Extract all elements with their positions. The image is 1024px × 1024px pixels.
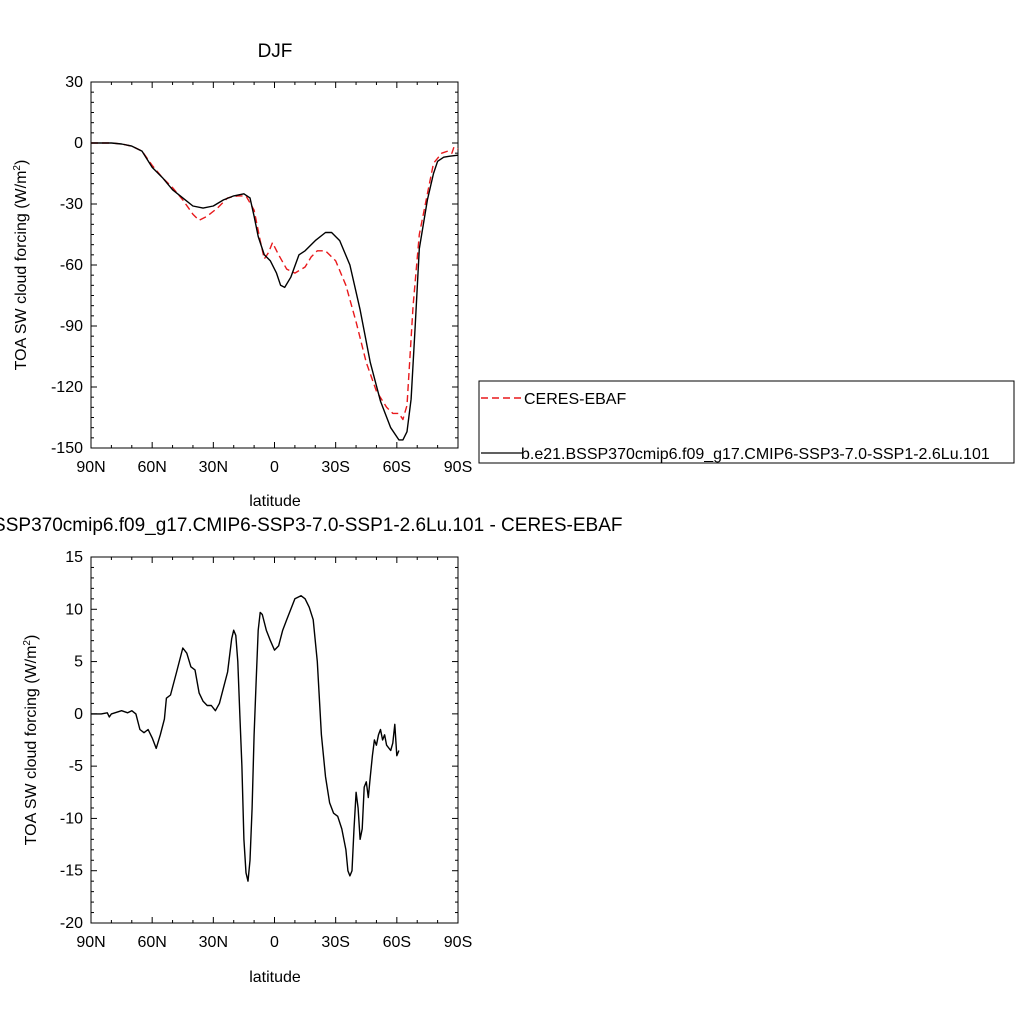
top-panel-series bbox=[91, 142, 459, 441]
bottom-panel-plot-frame bbox=[90, 556, 459, 924]
top-panel-y-axis-label-close: ) bbox=[13, 160, 30, 165]
legend: CERES-EBAF b.e21.BSSP370cmip6.f09_g17.CM… bbox=[478, 380, 1015, 464]
y-tick-label: -90 bbox=[60, 318, 83, 335]
y-tick-label: 10 bbox=[65, 601, 83, 618]
top-panel-y-tick-labels: 30 0 -30 -60 -90 -120 -150 bbox=[51, 74, 83, 457]
bottom-panel: b.e21.BSSP370cmip6.f09_g17.CMIP6-SSP3-7.… bbox=[0, 515, 622, 986]
x-tick-label: 90N bbox=[76, 934, 105, 951]
legend-box bbox=[478, 380, 1015, 464]
y-tick-label: 15 bbox=[65, 549, 83, 566]
x-tick-label: 90S bbox=[444, 459, 472, 476]
bottom-panel-title: b.e21.BSSP370cmip6.f09_g17.CMIP6-SSP3-7.… bbox=[0, 515, 622, 536]
top-panel-x-axis-label: latitude bbox=[249, 493, 301, 510]
bottom-panel-ticks bbox=[90, 556, 459, 924]
x-tick-label: 30S bbox=[321, 934, 349, 951]
x-tick-label: 60N bbox=[137, 934, 166, 951]
x-tick-label: 90S bbox=[444, 934, 472, 951]
bottom-panel-x-tick-labels: 90N 60N 30N 0 30S 60S 90S bbox=[76, 934, 472, 951]
y-tick-label: 0 bbox=[74, 706, 83, 723]
x-tick-label: 90N bbox=[76, 459, 105, 476]
bottom-panel-series bbox=[91, 595, 400, 882]
y-tick-label: -5 bbox=[69, 758, 83, 775]
bottom-panel-y-axis-label-sup: 2 bbox=[22, 640, 33, 646]
top-panel-x-tick-labels: 90N 60N 30N 0 30S 60S 90S bbox=[76, 459, 472, 476]
top-panel-y-axis-label: TOA SW cloud forcing (W/m2) bbox=[12, 160, 30, 371]
y-tick-label: -60 bbox=[60, 257, 83, 274]
x-tick-label: 30S bbox=[321, 459, 349, 476]
top-panel: DJF 90N 60N 30N 0 30S 60S 90S 30 0 -30 -60 -90 -120… bbox=[12, 41, 472, 510]
top-panel-ticks bbox=[90, 81, 459, 449]
y-tick-label: 0 bbox=[74, 135, 83, 152]
y-tick-label: -30 bbox=[60, 196, 83, 213]
top-panel-plot-frame bbox=[90, 81, 459, 449]
bottom-panel-y-axis-label-main: TOA SW cloud forcing (W/m bbox=[23, 646, 40, 846]
y-tick-label: -10 bbox=[60, 810, 83, 827]
legend-label-model: b.e21.BSSP370cmip6.f09_g17.CMIP6-SSP3-7.… bbox=[521, 446, 990, 463]
x-tick-label: 30N bbox=[199, 459, 228, 476]
bottom-panel-y-tick-labels: 15 10 5 0 -5 -10 -15 -20 bbox=[60, 549, 83, 932]
bottom-panel-series-line-1 bbox=[91, 595, 400, 882]
y-tick-label: -120 bbox=[51, 379, 83, 396]
x-tick-label: 60S bbox=[383, 459, 411, 476]
top-panel-title: DJF bbox=[258, 41, 293, 62]
legend-label-ceres-ebaf: CERES-EBAF bbox=[524, 391, 626, 408]
x-tick-label: 60S bbox=[383, 934, 411, 951]
x-tick-label: 0 bbox=[270, 934, 279, 951]
y-tick-label: 30 bbox=[65, 74, 83, 91]
bottom-panel-y-axis-label: TOA SW cloud forcing (W/m2) bbox=[22, 635, 40, 846]
y-tick-label: -150 bbox=[51, 440, 83, 457]
top-panel-y-axis-label-main: TOA SW cloud forcing (W/m bbox=[13, 171, 30, 371]
x-tick-label: 30N bbox=[199, 934, 228, 951]
y-tick-label: 5 bbox=[74, 654, 83, 671]
x-tick-label: 60N bbox=[137, 459, 166, 476]
bottom-panel-x-axis-label: latitude bbox=[249, 969, 301, 986]
top-panel-y-axis-label-sup: 2 bbox=[12, 165, 23, 171]
bottom-panel-y-axis-label-close: ) bbox=[23, 635, 40, 640]
y-tick-label: -15 bbox=[60, 863, 83, 880]
x-tick-label: 0 bbox=[270, 459, 279, 476]
top-panel-series-line-1 bbox=[91, 142, 459, 421]
y-tick-label: -20 bbox=[60, 915, 83, 932]
top-panel-series-line-2 bbox=[91, 142, 459, 441]
